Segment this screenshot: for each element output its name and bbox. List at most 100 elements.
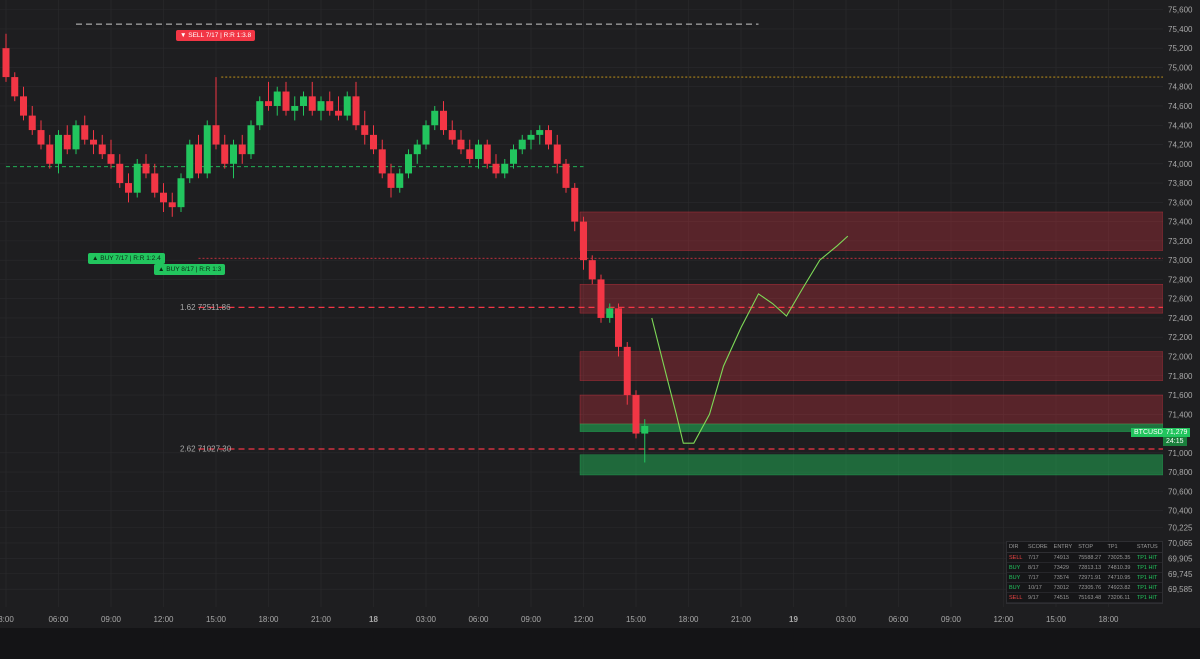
candle-body-42 [370,134,377,150]
table-cell-dir: SELL [1007,552,1027,563]
price-tick-label: 72,200 [1168,333,1193,342]
time-tick-label: 18:00 [1098,615,1119,624]
candle-body-29 [256,101,264,126]
table-cell-entry: 73574 [1051,572,1077,583]
price-tick-label: 70,225 [1168,524,1193,533]
time-tick-label: 18:00 [258,615,279,624]
candle-body-56 [492,163,500,174]
candle-body-35 [308,96,316,111]
time-tick-label: 19 [789,615,798,624]
table-row: BUY 7/17 73574 72971.91 74710.95 TP1 HIT [1007,572,1162,583]
table-cell-entry: 74515 [1051,592,1077,603]
zone-3 [579,394,1164,425]
table-cell-dir: BUY [1007,572,1027,583]
time-tick-label: 09:00 [521,615,542,624]
table-cell-stop: 72813.13 [1076,562,1106,573]
price-axis [1163,0,1200,628]
candle-body-25 [221,144,229,164]
buy-signal-badge-2: ▲ BUY 8/17 | R:R 1:3 [154,264,226,275]
candle-body-53 [466,149,474,159]
table-cell-dir: BUY [1007,582,1027,593]
price-tick-label: 73,600 [1168,198,1193,207]
table-header-cell: TP1 [1105,542,1135,553]
time-tick-label: 15:00 [1046,615,1067,624]
table-cell-status: TP1 HIT [1134,592,1162,603]
candle-body-14 [125,183,132,193]
zone-2 [579,351,1164,381]
table-cell-status: TP1 HIT [1134,552,1162,563]
table-cell-stop: 75163.48 [1076,592,1106,603]
time-tick-label: 09:00 [941,615,962,624]
candle-body-21 [186,144,194,179]
candle-body-10 [90,139,97,145]
candle-body-61 [536,130,544,135]
table-row: BUY 8/17 73429 72813.13 74810.39 TP1 HIT [1007,562,1162,573]
price-tick-label: 73,800 [1168,179,1193,188]
candle-body-22 [195,144,202,174]
time-tick-label: 12:00 [573,615,594,624]
table-cell-dir: SELL [1007,592,1027,603]
candle-body-28 [247,125,255,155]
time-tick-label: 18:00 [678,615,699,624]
price-tick-label: 71,800 [1168,372,1193,381]
time-tick-label: 3:00 [0,615,14,624]
candle-body-55 [483,144,491,164]
candle-body-6 [55,134,62,164]
buy-signal-badge-1: ▲ BUY 7/17 | R:R 1:2.4 [88,253,165,264]
countdown-tag: 24:15 [1163,437,1187,446]
candle-body-4 [37,130,45,145]
candle-body-59 [518,139,526,150]
time-tick-label: 12:00 [993,615,1014,624]
table-cell-status: TP1 HIT [1134,562,1162,573]
price-tick-label: 70,800 [1168,468,1193,477]
table-cell-status: TP1 HIT [1134,582,1162,593]
time-tick-label: 03:00 [836,615,857,624]
candle-body-47 [413,144,421,155]
level-label-1: 1.62 72511.86 [180,303,231,312]
price-tick-label: 75,600 [1168,6,1193,15]
price-tick-label: 73,200 [1168,237,1193,246]
price-tick-label: 71,400 [1168,410,1193,419]
table-header-cell: SCORE [1026,542,1052,553]
candle-body-57 [501,163,509,174]
table-cell-dir: BUY [1007,562,1027,573]
time-tick-label: 09:00 [101,615,122,624]
price-tick-label: 75,200 [1168,44,1193,53]
candle-body-45 [396,173,404,188]
table-cell-tp1: 74710.95 [1105,572,1135,583]
price-tick-label: 71,600 [1168,391,1193,400]
candle-body-70 [615,308,622,347]
time-tick-label: 12:00 [153,615,174,624]
price-tick-label: 72,800 [1168,275,1193,284]
table-row: SELL 7/17 74913 75588.27 73025.35 TP1 HIT [1007,552,1162,563]
candle-body-66 [580,221,587,261]
table-cell-score: 9/17 [1026,592,1052,603]
table-cell-score: 10/17 [1026,582,1052,593]
table-cell-tp1: 73206.11 [1105,592,1135,603]
price-tick-label: 70,400 [1168,507,1193,516]
table-cell-tp1: 74923.82 [1105,582,1135,593]
candle-body-50 [440,110,447,131]
candle-body-39 [343,96,351,116]
candle-body-26 [230,144,237,164]
candle-body-43 [378,149,386,174]
table-header-cell: STOP [1076,542,1106,553]
candle-body-8 [72,125,80,150]
candle-body-24 [212,125,220,145]
level-label-2: 2.62 71027.30 [180,444,232,453]
zone-4 [579,423,1164,432]
candle-body-69 [606,308,614,318]
price-tick-label: 72,400 [1168,314,1193,323]
table-header-cell: ENTRY [1051,542,1077,553]
table-header-cell: STATUS [1134,542,1162,553]
candle-body-40 [352,96,360,126]
candle-body-0 [2,48,10,78]
table-header-cell: DIR [1007,542,1027,553]
table-cell-score: 7/17 [1026,552,1052,563]
candle-body-2 [20,96,27,116]
candle-body-38 [335,110,342,116]
candle-body-16 [142,163,150,174]
price-tick-label: 75,400 [1168,25,1193,34]
candle-body-31 [273,91,281,106]
